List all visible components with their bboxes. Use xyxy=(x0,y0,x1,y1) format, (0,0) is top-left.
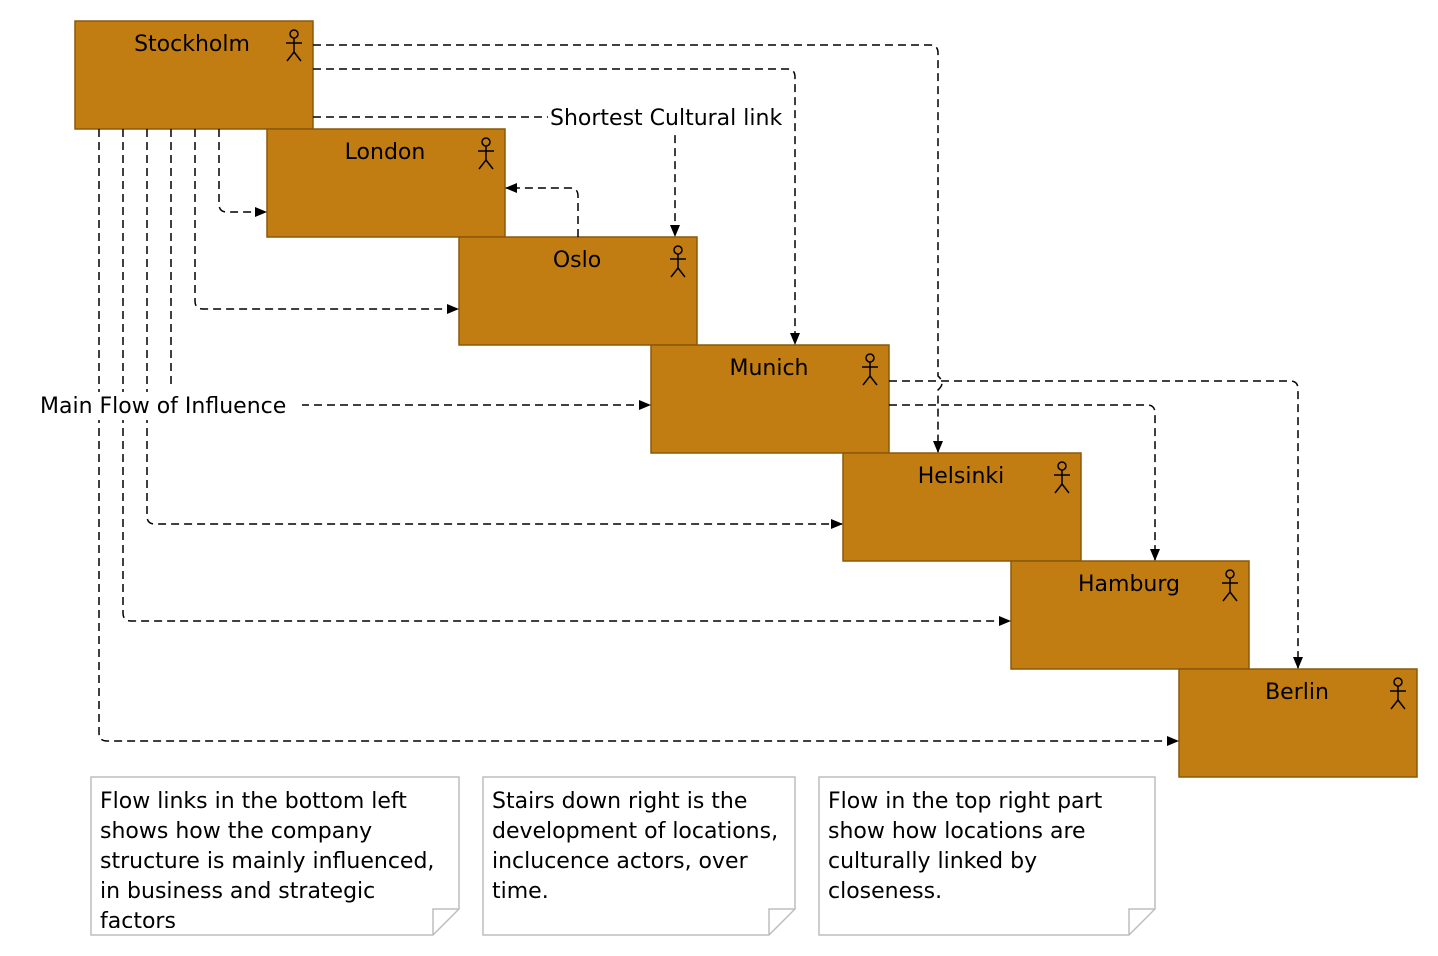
node-label: Stockholm xyxy=(134,32,250,57)
edge-label-background xyxy=(38,392,302,420)
node-box xyxy=(1010,560,1250,670)
note-box xyxy=(482,776,796,936)
edge-oslo-london[interactable] xyxy=(505,183,579,237)
note-box xyxy=(818,776,1156,936)
node-box xyxy=(1178,668,1418,778)
node-oslo[interactable]: Oslo xyxy=(458,236,698,346)
actor-icon xyxy=(670,245,686,278)
edge-stockholm-oslo[interactable] xyxy=(194,129,459,314)
node-hamburg[interactable]: Hamburg xyxy=(1010,560,1250,670)
note-stairs-development: Stairs down right is the development of … xyxy=(492,789,779,904)
edge-label-text: Shortest Cultural link xyxy=(550,106,782,131)
node-berlin[interactable]: Berlin xyxy=(1178,668,1418,778)
node-stockholm[interactable]: Stockholm xyxy=(74,20,314,130)
edge-stockholm-hamburg[interactable] xyxy=(122,129,1011,626)
actor-icon xyxy=(286,29,302,62)
edge-munich-berlin[interactable] xyxy=(889,380,1303,669)
node-box xyxy=(842,452,1082,562)
edge-munich-hamburg[interactable] xyxy=(889,404,1160,561)
actor-icon xyxy=(478,137,494,170)
node-label: Munich xyxy=(729,356,808,381)
node-label: Helsinki xyxy=(918,464,1005,489)
edge-stockholm-munich-cultural[interactable] xyxy=(313,68,800,345)
node-box xyxy=(266,128,506,238)
actor-icon xyxy=(1054,461,1070,494)
node-box xyxy=(650,344,890,454)
actor-icon xyxy=(1390,677,1406,710)
node-box xyxy=(458,236,698,346)
edge-stockholm-helsinki[interactable] xyxy=(146,129,843,529)
edge-stockholm-berlin[interactable] xyxy=(98,129,1179,746)
note-business-flow: Flow links in the bottom left shows how … xyxy=(100,789,435,928)
actor-icon xyxy=(862,353,878,386)
edge-label-background xyxy=(548,104,794,132)
edge-label-main-flow-of-influence: Main Flow of Influence xyxy=(38,392,302,420)
actor-icon xyxy=(1222,569,1238,602)
node-label: Hamburg xyxy=(1078,572,1180,597)
edge-label-text: Main Flow of Influence xyxy=(40,394,286,419)
node-box xyxy=(74,20,314,130)
note-box xyxy=(90,776,460,936)
edge-label-shortest-cultural-link: Shortest Cultural link xyxy=(548,104,794,132)
node-label: Berlin xyxy=(1265,680,1329,705)
node-london[interactable]: London xyxy=(266,128,506,238)
edge-stockholm-helsinki-cultural[interactable] xyxy=(313,44,943,453)
node-label: London xyxy=(345,140,426,165)
note-cultural-links: Flow in the top right part show how loca… xyxy=(828,789,1103,904)
node-munich[interactable]: Munich xyxy=(650,344,890,454)
node-label: Oslo xyxy=(553,248,601,273)
node-helsinki[interactable]: Helsinki xyxy=(842,452,1082,562)
edge-stockholm-london[interactable] xyxy=(218,129,267,217)
